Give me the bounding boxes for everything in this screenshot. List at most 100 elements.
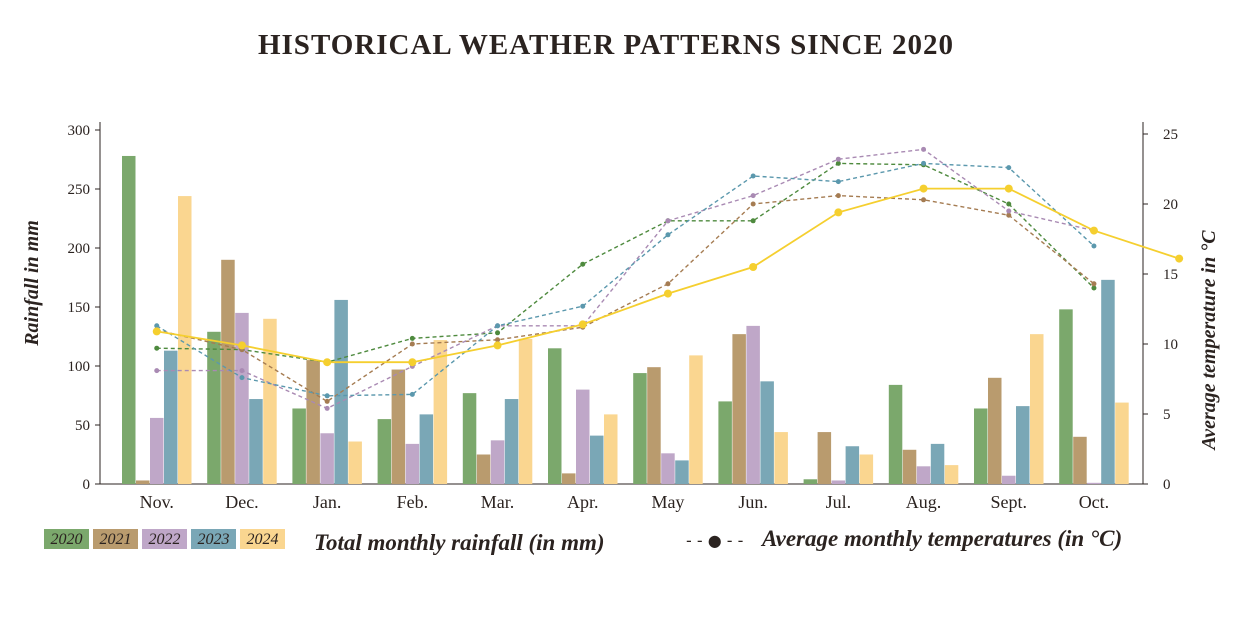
bar-2024-Mar. [518, 338, 533, 484]
temp-line-2020 [156, 162, 1095, 363]
temp-point-2022-10 [1006, 208, 1012, 214]
temp-point-2021-3 [409, 341, 415, 347]
temp-point-2020-0 [154, 345, 160, 351]
bar-2023-Apr. [590, 435, 604, 484]
bar-2020-Sept. [974, 408, 988, 484]
temp-point-2021-2 [324, 398, 330, 404]
y-tick-label: 300 [68, 123, 91, 139]
temp-point-2024-3 [408, 358, 417, 367]
temp-point-2022-6 [665, 218, 671, 224]
y2-tick-label: 10 [1163, 337, 1178, 353]
bar-2023-Feb. [419, 414, 434, 484]
legend-swatch-2021 [93, 529, 138, 549]
y-tick-label: 150 [68, 300, 91, 316]
bar-2020-Oct. [1059, 309, 1073, 484]
temp-point-2023-6 [665, 232, 671, 238]
bar-2020-Aug. [888, 384, 903, 484]
temp-point-2024-9 [919, 184, 928, 193]
temp-point-2023-0 [154, 323, 160, 329]
bar-2023-Mar. [504, 399, 519, 484]
legend-swatch-2022 [142, 529, 187, 549]
bar-2022-Oct. [1087, 482, 1101, 484]
temp-point-2024-4 [493, 341, 502, 350]
temp-line-2024 [156, 187, 1180, 364]
temp-point-2024-11 [1089, 226, 1098, 235]
legend-year-2023: 2023 [198, 531, 230, 548]
y2-axis-label: Average temperature in °C [1198, 230, 1220, 452]
bar-2024-Apr. [604, 414, 618, 484]
legend-year-2022: 2022 [149, 531, 181, 548]
temp-line-2021 [156, 194, 1095, 403]
x-tick-label: Aug. [906, 492, 942, 512]
bar-2022-Jul. [831, 480, 846, 484]
legend-year-2024: 2024 [247, 531, 279, 548]
temp-point-2020-5 [580, 261, 586, 267]
temp-point-2022-0 [154, 368, 160, 374]
bar-2022-Jun. [746, 325, 760, 484]
bar-2023-Sept. [1016, 406, 1030, 484]
bar-2022-Sept. [1002, 475, 1016, 484]
bar-2020-Jan. [292, 408, 306, 484]
bar-2022-Mar. [490, 440, 505, 484]
bar-2021-Aug. [902, 449, 917, 484]
bar-2024-May [689, 355, 703, 484]
temp-point-2022-7 [750, 193, 756, 199]
bar-2024-Nov. [178, 196, 192, 484]
temp-point-2024-6 [663, 289, 672, 298]
x-tick-label: Jun. [738, 492, 768, 512]
temp-point-2021-9 [921, 197, 927, 203]
bar-2024-Dec. [263, 318, 277, 484]
bar-2021-Jun. [732, 334, 746, 484]
temp-point-2024-12 [1175, 254, 1184, 263]
bar-2020-Feb. [377, 419, 392, 484]
legend-year-2021: 2021 [100, 531, 132, 548]
bar-2024-Oct. [1115, 402, 1129, 484]
temp-point-2021-6 [665, 281, 671, 287]
legend-temperature-label: Average monthly temperatures (in °C) [760, 526, 1122, 551]
bar-2023-Jun. [760, 381, 774, 484]
temp-point-2024-7 [749, 263, 758, 271]
legend-year-2020: 2020 [51, 531, 83, 548]
temp-point-2024-5 [578, 320, 587, 329]
bar-2020-Jul. [803, 479, 818, 484]
x-tick-label: May [651, 492, 684, 512]
legend-swatch-2024 [240, 529, 285, 549]
bar-2022-Feb. [405, 443, 420, 484]
temp-point-2024-0 [152, 327, 161, 336]
bar-2021-Oct. [1073, 436, 1087, 484]
bar-2023-May [675, 460, 689, 484]
bar-2021-Feb. [391, 369, 406, 484]
bar-2020-May [633, 373, 647, 484]
temp-point-2021-7 [750, 201, 756, 207]
temp-point-2020-3 [409, 335, 415, 341]
legend-swatch-2020 [44, 529, 89, 549]
bar-2020-Jun. [718, 401, 732, 484]
bar-2020-Dec. [207, 331, 221, 484]
temp-line-2023 [156, 162, 1095, 397]
legend-rainfall-label: Total monthly rainfall (in mm) [314, 530, 605, 555]
bar-2020-Apr. [548, 348, 562, 484]
temp-point-2020-8 [835, 160, 841, 166]
bar-2021-Sept. [988, 377, 1002, 484]
temp-point-2022-9 [921, 146, 927, 152]
y2-tick-label: 15 [1163, 267, 1178, 283]
temp-point-2020-4 [495, 330, 501, 336]
bar-2022-Nov. [150, 417, 164, 484]
temp-point-2021-11 [1091, 281, 1097, 287]
x-tick-label: Apr. [567, 492, 599, 512]
x-tick-label: Sept. [990, 492, 1027, 512]
bar-2023-Jul. [845, 446, 860, 484]
temp-point-2024-10 [1004, 184, 1013, 193]
bar-2021-Mar. [476, 454, 491, 484]
y2-tick-label: 25 [1163, 127, 1178, 143]
y-axis-label: Rainfall in mm [21, 220, 43, 347]
bar-2020-Nov. [122, 155, 136, 484]
bars-layer [122, 155, 1129, 484]
bar-2022-May [661, 453, 675, 484]
bar-2024-Jan. [348, 441, 362, 484]
y-tick-label: 200 [68, 241, 91, 257]
bar-2023-Aug. [930, 443, 945, 484]
x-tick-label: Jul. [826, 492, 852, 512]
temp-point-2023-3 [409, 391, 415, 397]
